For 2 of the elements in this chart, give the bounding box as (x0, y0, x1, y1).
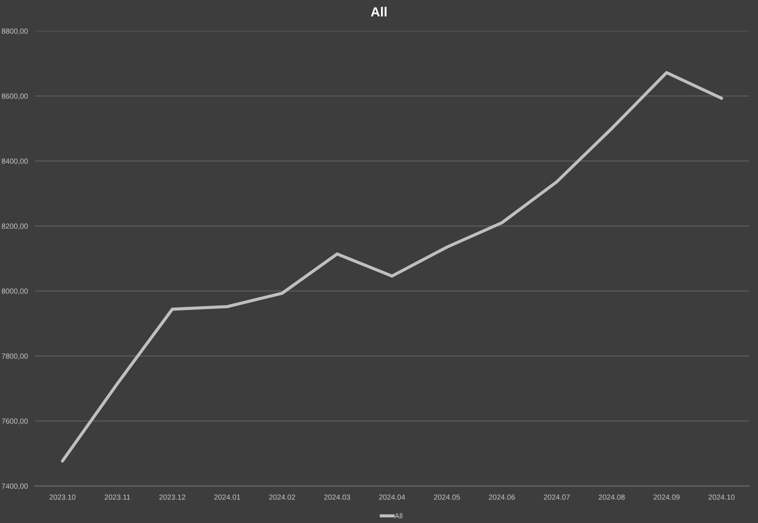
line-series (60, 71, 724, 463)
chart-title: All (370, 6, 386, 16)
